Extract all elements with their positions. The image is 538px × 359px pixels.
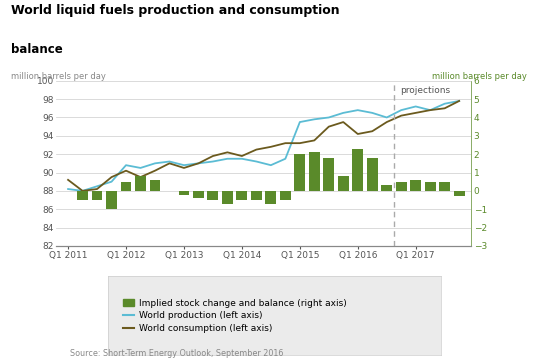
Bar <box>193 191 204 198</box>
Text: balance: balance <box>11 43 62 56</box>
Bar <box>454 191 465 196</box>
Bar <box>237 191 247 200</box>
Bar <box>265 191 277 204</box>
Bar <box>352 149 363 191</box>
Text: World liquid fuels production and consumption: World liquid fuels production and consum… <box>11 4 339 17</box>
Bar <box>323 158 334 191</box>
Bar <box>410 180 421 191</box>
Bar <box>77 191 88 200</box>
Bar <box>396 182 407 191</box>
Bar <box>439 182 450 191</box>
Text: Source: Short-Term Energy Outlook, September 2016: Source: Short-Term Energy Outlook, Septe… <box>70 349 284 358</box>
Legend: Implied stock change and balance (right axis), World production (left axis), Wor: Implied stock change and balance (right … <box>119 294 351 337</box>
Bar <box>309 152 320 191</box>
Bar <box>425 182 436 191</box>
Bar <box>338 176 349 191</box>
Text: million barrels per day: million barrels per day <box>433 72 527 81</box>
Text: million barrels per day: million barrels per day <box>11 72 105 81</box>
Bar <box>381 185 392 191</box>
Bar <box>208 191 218 200</box>
Bar <box>222 191 233 204</box>
Bar <box>91 191 102 200</box>
Bar <box>106 191 117 209</box>
Bar <box>179 191 189 195</box>
Bar <box>121 182 131 191</box>
Bar <box>294 154 305 191</box>
Bar <box>251 191 262 200</box>
Bar <box>367 158 378 191</box>
Bar <box>150 180 160 191</box>
Bar <box>135 176 146 191</box>
Text: projections: projections <box>400 86 450 95</box>
Bar <box>280 191 291 200</box>
